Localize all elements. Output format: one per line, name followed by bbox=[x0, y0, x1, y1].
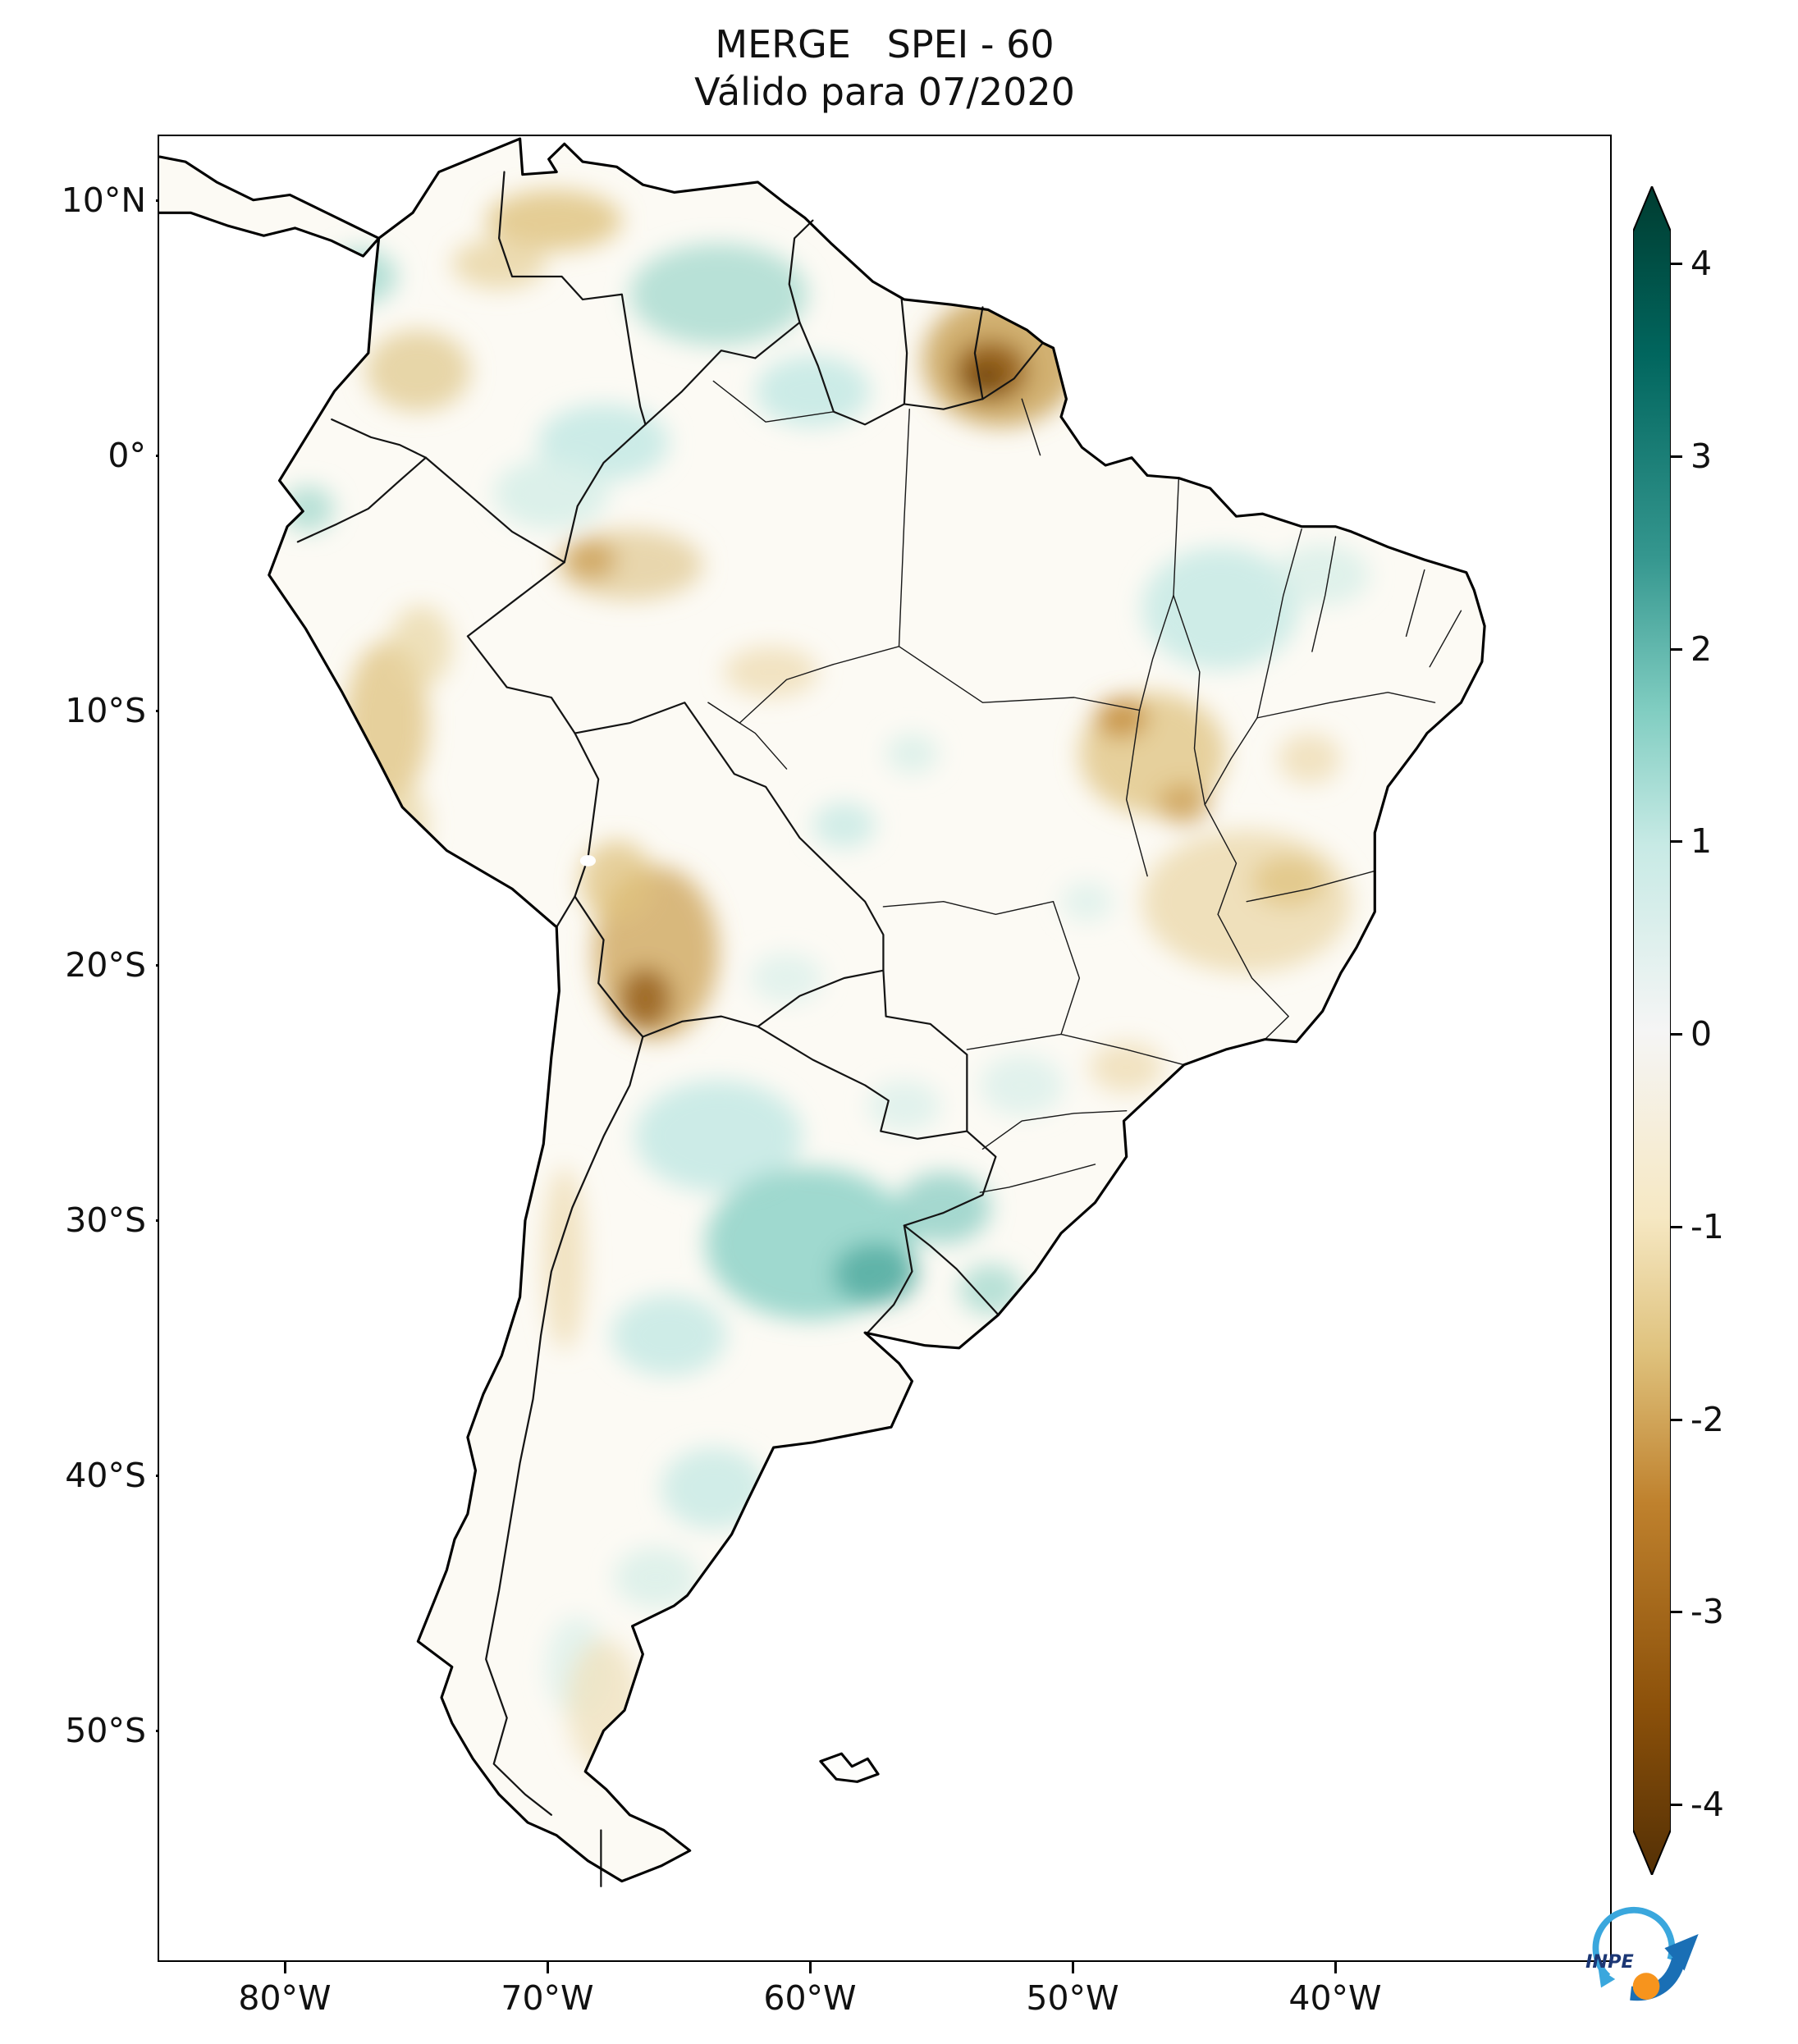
colorbar-label-neg2: -2 bbox=[1690, 1400, 1724, 1439]
country-borders bbox=[296, 171, 1044, 1887]
colorbar-label-neg1: -1 bbox=[1690, 1207, 1724, 1246]
lat-label-30s: 30°S bbox=[65, 1200, 146, 1240]
lat-label-10s: 10°S bbox=[65, 691, 146, 730]
lat-label-0: 0° bbox=[108, 436, 146, 475]
colorbar-label-1: 1 bbox=[1690, 821, 1713, 861]
lon-label-50w: 50°W bbox=[1026, 1978, 1119, 2018]
inpe-arrowhead-icon bbox=[1664, 1933, 1699, 1971]
lat-label-20s: 20°S bbox=[65, 945, 146, 985]
colorbar-tick bbox=[1671, 840, 1682, 843]
colorbar-label-0: 0 bbox=[1690, 1014, 1713, 1054]
x-tick bbox=[809, 1962, 812, 1973]
south-america-map bbox=[159, 136, 1610, 1960]
colorbar-tick bbox=[1671, 263, 1682, 265]
inpe-swirl-icon bbox=[1592, 1906, 1676, 1979]
colorbar-tick bbox=[1671, 1804, 1682, 1806]
x-tick bbox=[547, 1962, 549, 1973]
lat-label-50s: 50°S bbox=[65, 1711, 146, 1750]
spei-raster bbox=[281, 190, 1370, 1772]
coastline bbox=[159, 137, 1486, 1883]
colorbar-label-neg4: -4 bbox=[1690, 1785, 1724, 1824]
state-borders bbox=[707, 380, 1462, 1193]
colorbar-tick bbox=[1671, 1033, 1682, 1036]
colorbar-tick bbox=[1671, 455, 1682, 458]
lon-label-40w: 40°W bbox=[1288, 1978, 1382, 2018]
colorbar-gradient bbox=[1633, 186, 1671, 1875]
inpe-logo-text: INPE bbox=[1585, 1951, 1634, 1973]
chart-subtitle: Válido para 07/2020 bbox=[694, 70, 1075, 114]
lat-label-10n: 10°N bbox=[61, 181, 146, 220]
map-plot-area: INPE bbox=[158, 135, 1699, 2001]
colorbar-tick bbox=[1671, 1226, 1682, 1228]
colorbar-label-3: 3 bbox=[1690, 437, 1713, 476]
colorbar-label-4: 4 bbox=[1690, 244, 1713, 283]
x-tick bbox=[1072, 1962, 1074, 1973]
colorbar-tick bbox=[1671, 1611, 1682, 1613]
lake-titicaca bbox=[579, 855, 596, 867]
lon-label-70w: 70°W bbox=[501, 1978, 594, 2018]
colorbar-tick bbox=[1671, 1419, 1682, 1421]
inpe-orange-dot-icon bbox=[1632, 1973, 1660, 2000]
colorbar-tick bbox=[1671, 648, 1682, 651]
x-tick bbox=[284, 1962, 286, 1973]
inpe-logo: INPE bbox=[1585, 1906, 1699, 2001]
x-tick bbox=[1334, 1962, 1337, 1973]
lon-label-80w: 80°W bbox=[238, 1978, 332, 2018]
lon-label-60w: 60°W bbox=[763, 1978, 857, 2018]
chart-title: MERGE SPEI - 60 bbox=[715, 22, 1055, 66]
colorbar-label-2: 2 bbox=[1690, 629, 1713, 669]
colorbar bbox=[1633, 186, 1671, 1875]
lat-label-40s: 40°S bbox=[65, 1456, 146, 1495]
colorbar-label-neg3: -3 bbox=[1690, 1592, 1724, 1631]
inpe-swirl-arrowhead-icon bbox=[1598, 1968, 1616, 1988]
